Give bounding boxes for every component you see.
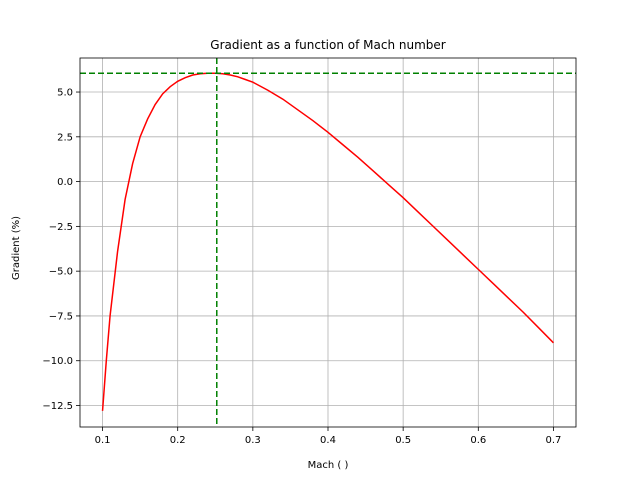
y-tick-label: −7.5 [49,311,73,322]
x-tick-label: 0.3 [245,435,261,446]
gradient-curve [101,72,554,411]
y-tick-label: −2.5 [49,222,73,233]
y-axis-label: Gradient (%) [11,216,22,280]
x-tick-label: 0.5 [395,435,411,446]
y-tick-label: −12.5 [42,401,73,412]
y-tick-label: −5.0 [49,267,73,278]
x-tick-label: 0.4 [320,435,336,446]
x-tick-label: 0.7 [546,435,562,446]
x-tick-label: 0.6 [470,435,486,446]
chart-title: Gradient as a function of Mach number [210,38,445,52]
y-tick-label: 5.0 [57,88,73,99]
y-tick-label: 0.0 [57,177,73,188]
y-tick-label: −10.0 [42,356,73,367]
x-axis-label: Mach ( ) [308,460,349,471]
x-tick-label: 0.1 [95,435,111,446]
plot-frame [79,57,577,428]
x-tick-label: 0.2 [170,435,186,446]
y-tick-label: 2.5 [57,132,73,143]
